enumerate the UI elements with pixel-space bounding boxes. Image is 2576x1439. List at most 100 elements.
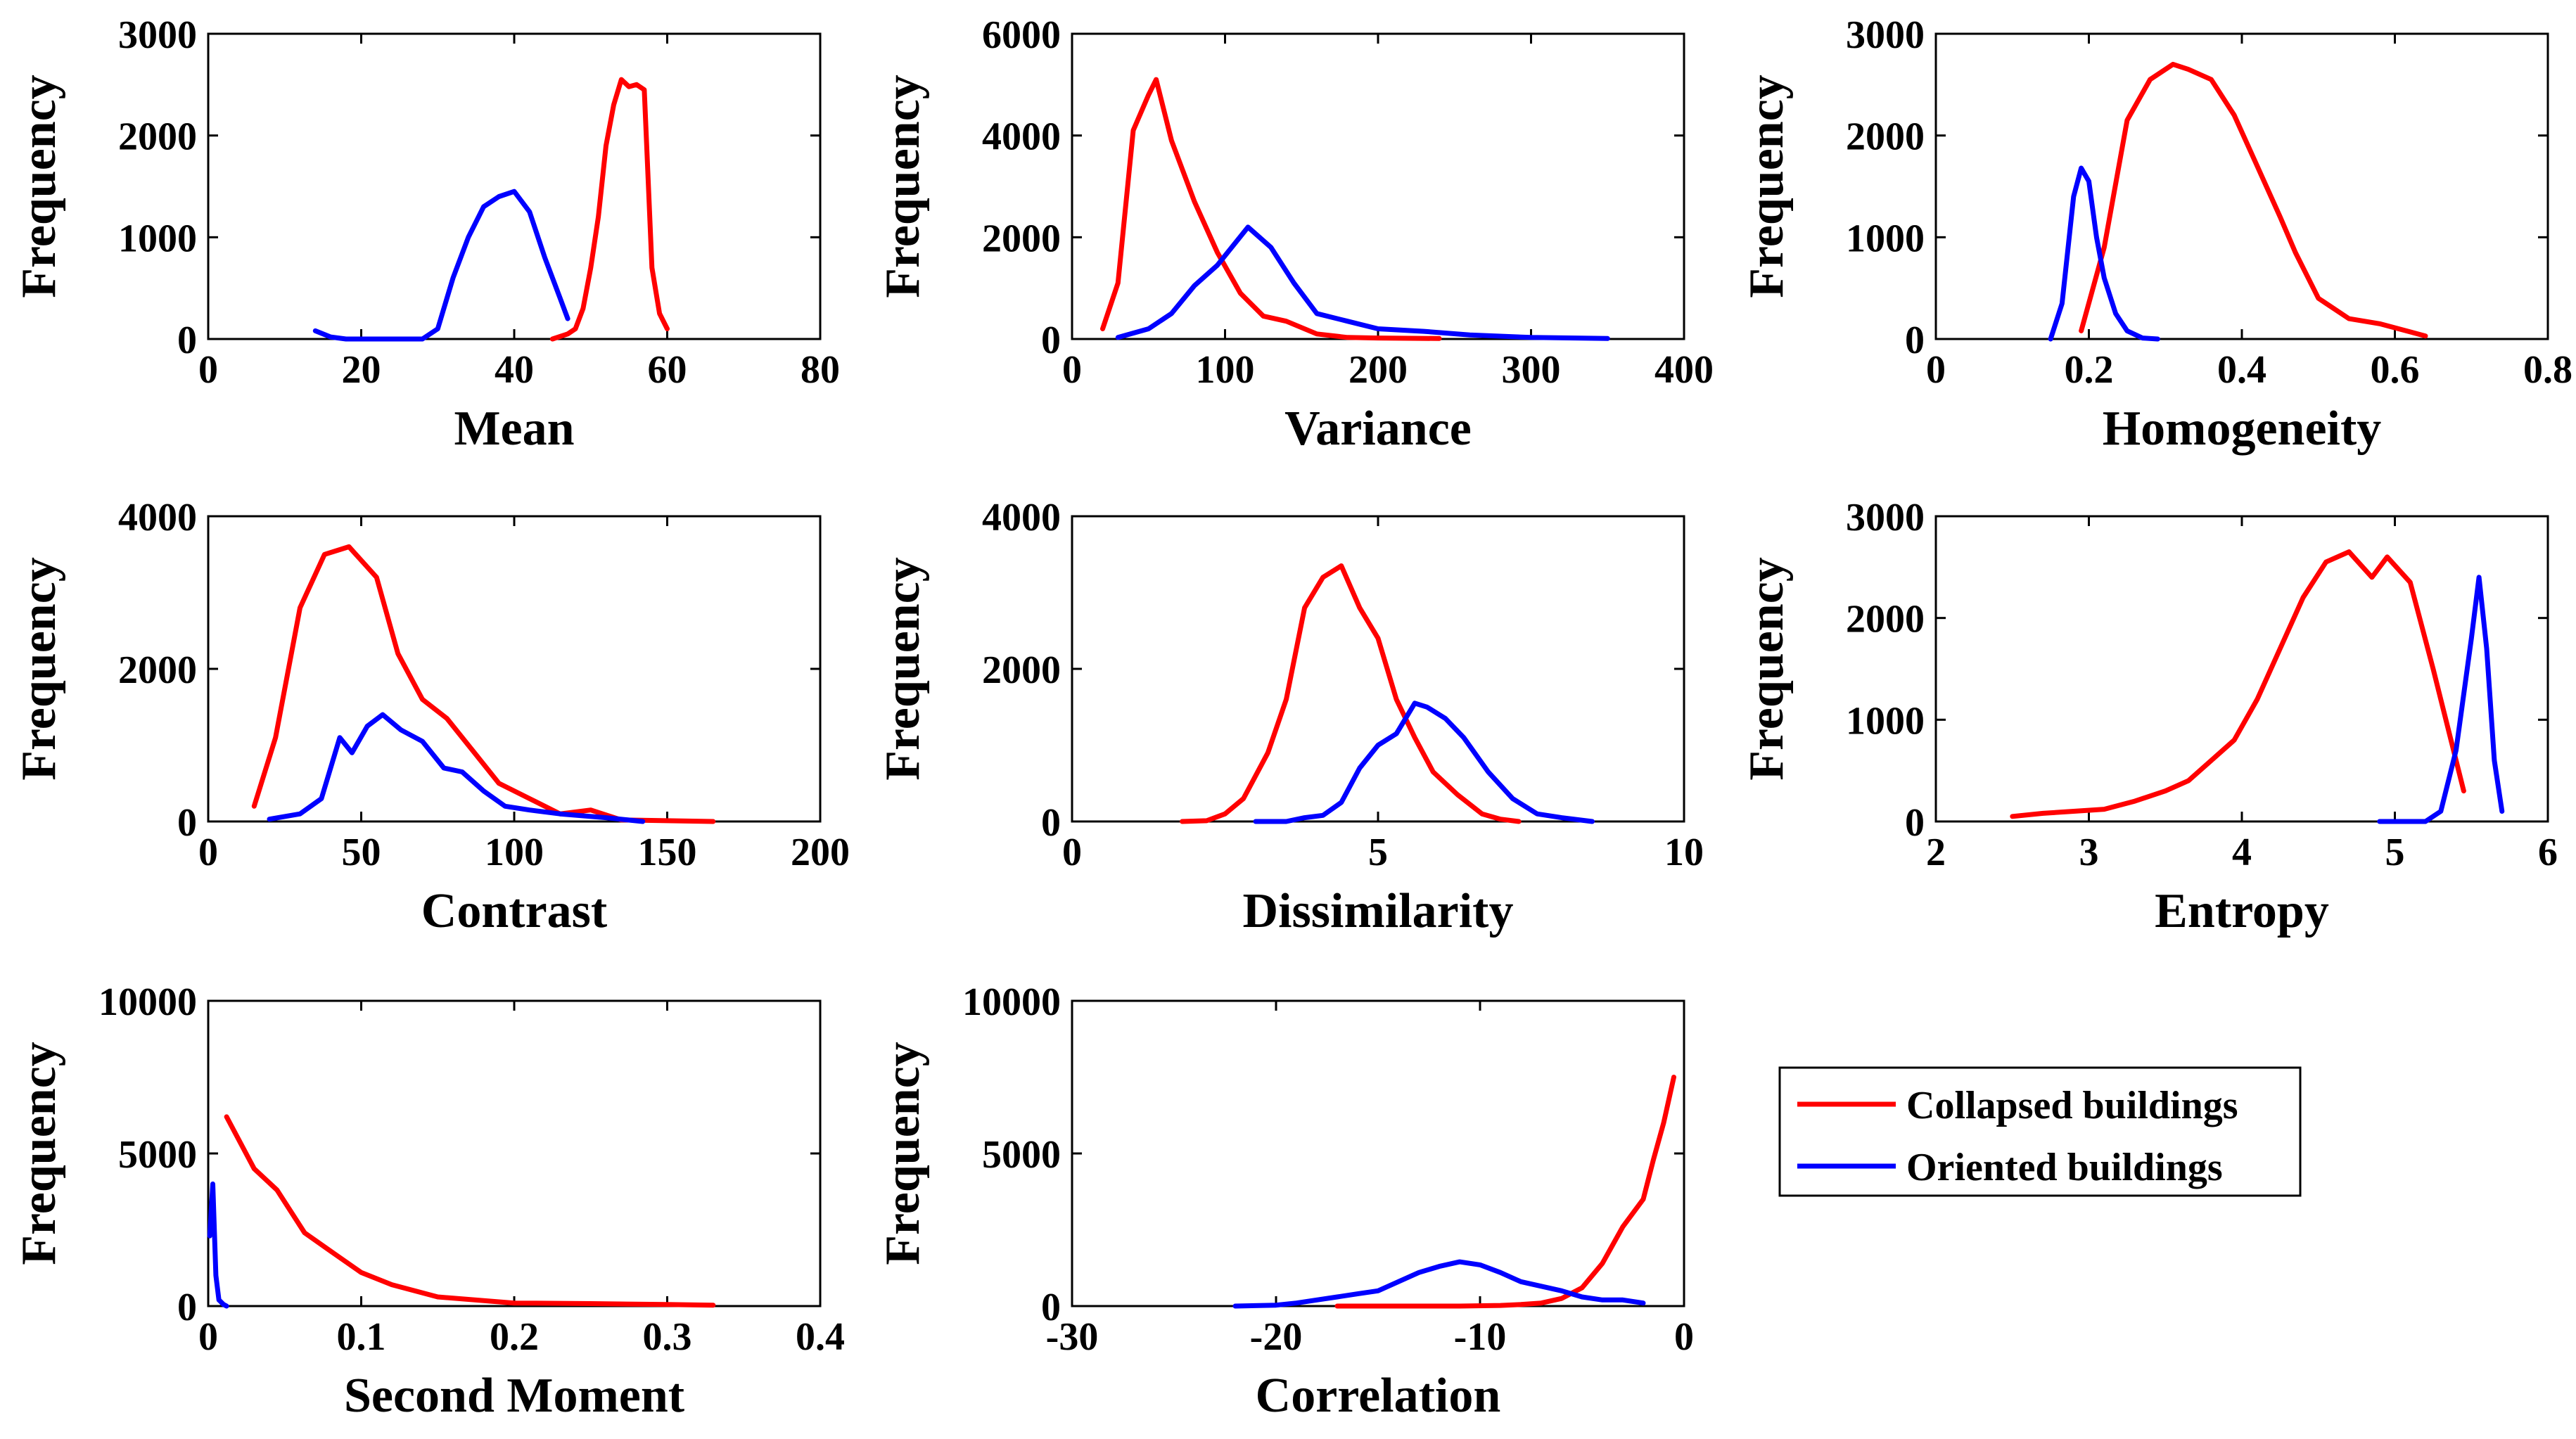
panel-homogeneity: 0 0.2 0.4 0.6 0.8 0 1000 2000 3000 Homogeneity Fre… [1740, 13, 2572, 456]
x-axis-label-dissimilarity: Dissimilarity [1243, 884, 1514, 938]
panel-mean: 0 20 40 60 80 0 1000 2000 3000 Mean Frequency [12, 13, 840, 456]
series-line-oriented-buildings-variance [1115, 224, 1610, 341]
x-tick-label-contrast: 150 [638, 831, 697, 874]
series-line-collapsed-buildings-second-moment [224, 1114, 716, 1308]
x-tick-label-second-moment: 0.1 [337, 1315, 386, 1359]
x-tick-label-variance: 400 [1654, 348, 1714, 392]
panel-entropy: 2 3 4 5 6 0 1000 2000 3000 Entropy Frequency [1740, 496, 2558, 938]
x-tick-label-dissimilarity: 10 [1664, 831, 1704, 874]
panel-correlation: -30 -20 -10 0 0 5000 10000 Correlation Frequency [876, 980, 1694, 1423]
x-tick-label-correlation: 0 [1674, 1315, 1694, 1359]
x-tick-label-entropy: 3 [2079, 831, 2099, 874]
y-tick-label-variance: 6000 [982, 13, 1061, 57]
plot-area-contrast [207, 515, 822, 823]
x-tick-label-homogeneity: 0.2 [2065, 348, 2114, 392]
x-tick-label-mean: 0 [198, 348, 218, 392]
x-tick-label-mean: 60 [648, 348, 687, 392]
x-tick-label-homogeneity: 0 [1926, 348, 1946, 392]
y-tick-label-variance: 0 [1041, 319, 1061, 362]
y-tick-label-variance: 2000 [982, 217, 1061, 260]
plot-area-variance [1071, 32, 1685, 340]
panel-dissimilarity: 0 5 10 0 2000 4000 Dissimilarity Frequency [876, 496, 1704, 938]
plot-area-second-moment [207, 999, 822, 1307]
y-tick-label-mean: 1000 [118, 217, 197, 260]
y-tick-label-second-moment: 10000 [98, 980, 197, 1024]
x-tick-label-variance: 0 [1062, 348, 1082, 392]
x-tick-label-correlation: -20 [1250, 1315, 1303, 1359]
plot-area-dissimilarity [1071, 515, 1685, 823]
y-tick-label-contrast: 2000 [118, 648, 197, 692]
x-tick-label-variance: 300 [1502, 348, 1561, 392]
plot-area-homogeneity [1934, 32, 2549, 340]
plot-area-mean [207, 32, 822, 340]
series-line-collapsed-buildings-homogeneity [2079, 61, 2428, 339]
y-axis-label-homogeneity: Frequency [1740, 75, 1794, 298]
legend-label-collapsed: Collapsed buildings [1906, 1084, 2238, 1127]
x-tick-label-entropy: 4 [2232, 831, 2252, 874]
x-axis-label-homogeneity: Homogeneity [2103, 402, 2382, 456]
x-tick-label-contrast: 50 [342, 831, 381, 874]
x-tick-label-dissimilarity: 0 [1062, 831, 1082, 874]
y-tick-label-mean: 0 [177, 319, 197, 362]
y-tick-label-homogeneity: 0 [1905, 319, 1925, 362]
y-tick-label-dissimilarity: 2000 [982, 648, 1061, 692]
x-tick-label-contrast: 100 [485, 831, 544, 874]
y-tick-label-correlation: 10000 [962, 980, 1061, 1024]
x-tick-label-second-moment: 0.4 [796, 1315, 845, 1359]
x-tick-label-mean: 80 [801, 348, 840, 392]
y-tick-label-entropy: 2000 [1846, 598, 1925, 641]
y-tick-label-mean: 3000 [118, 13, 197, 57]
y-tick-label-homogeneity: 1000 [1846, 217, 1925, 260]
x-tick-label-variance: 200 [1348, 348, 1408, 392]
series-line-collapsed-buildings-variance [1100, 77, 1442, 341]
y-tick-label-entropy: 1000 [1846, 699, 1925, 743]
y-axis-label-contrast: Frequency [12, 557, 66, 781]
x-tick-label-entropy: 5 [2385, 831, 2405, 874]
panel-second-moment: 0 0.1 0.2 0.3 0.4 0 5000 10000 Second Moment Freq… [12, 980, 845, 1423]
y-tick-label-correlation: 5000 [982, 1133, 1061, 1177]
x-tick-label-mean: 20 [342, 348, 381, 392]
x-tick-label-entropy: 6 [2538, 831, 2558, 874]
y-axis-label-entropy: Frequency [1740, 557, 1794, 781]
series-line-collapsed-buildings-entropy [2010, 549, 2466, 819]
x-tick-label-mean: 40 [495, 348, 534, 392]
series-line-oriented-buildings-correlation [1232, 1259, 1646, 1309]
series-line-oriented-buildings-mean [312, 188, 570, 342]
plot-area-correlation [1071, 999, 1685, 1307]
y-axis-label-mean: Frequency [12, 75, 66, 298]
y-tick-label-dissimilarity: 4000 [982, 496, 1061, 539]
legend-box [1778, 1066, 2302, 1197]
plot-area-entropy [1934, 515, 2549, 823]
y-axis-label-correlation: Frequency [876, 1042, 930, 1265]
y-tick-label-entropy: 0 [1905, 801, 1925, 845]
y-tick-label-contrast: 0 [177, 801, 197, 845]
y-tick-label-second-moment: 5000 [118, 1133, 197, 1177]
series-line-oriented-buildings-homogeneity [2048, 165, 2160, 342]
series-line-oriented-buildings-contrast [267, 712, 646, 824]
series-line-oriented-buildings-dissimilarity [1253, 701, 1595, 824]
series-line-oriented-buildings-entropy [2377, 575, 2505, 824]
series-line-collapsed-buildings-mean [549, 77, 670, 342]
y-axis-label-dissimilarity: Frequency [876, 557, 930, 781]
y-tick-label-homogeneity: 2000 [1846, 115, 1925, 159]
x-axis-label-mean: Mean [454, 402, 574, 456]
y-tick-label-homogeneity: 3000 [1846, 13, 1925, 57]
x-tick-label-contrast: 200 [791, 831, 850, 874]
y-axis-label-second-moment: Frequency [12, 1042, 66, 1265]
series-line-oriented-buildings-second-moment [207, 1181, 229, 1309]
y-tick-label-variance: 4000 [982, 115, 1061, 159]
x-axis-label-contrast: Contrast [421, 884, 607, 938]
x-axis-label-correlation: Correlation [1256, 1369, 1501, 1423]
legend: Collapsed buildings Oriented buildings [1778, 1066, 2302, 1197]
x-tick-label-second-moment: 0 [198, 1315, 218, 1359]
x-tick-label-homogeneity: 0.8 [2523, 348, 2572, 392]
legend-label-oriented: Oriented buildings [1906, 1146, 2223, 1189]
x-axis-label-second-moment: Second Moment [344, 1369, 684, 1423]
series-line-collapsed-buildings-dissimilarity [1180, 563, 1522, 824]
x-tick-label-homogeneity: 0.6 [2371, 348, 2420, 392]
x-axis-label-variance: Variance [1284, 402, 1472, 456]
y-axis-label-variance: Frequency [876, 75, 930, 298]
